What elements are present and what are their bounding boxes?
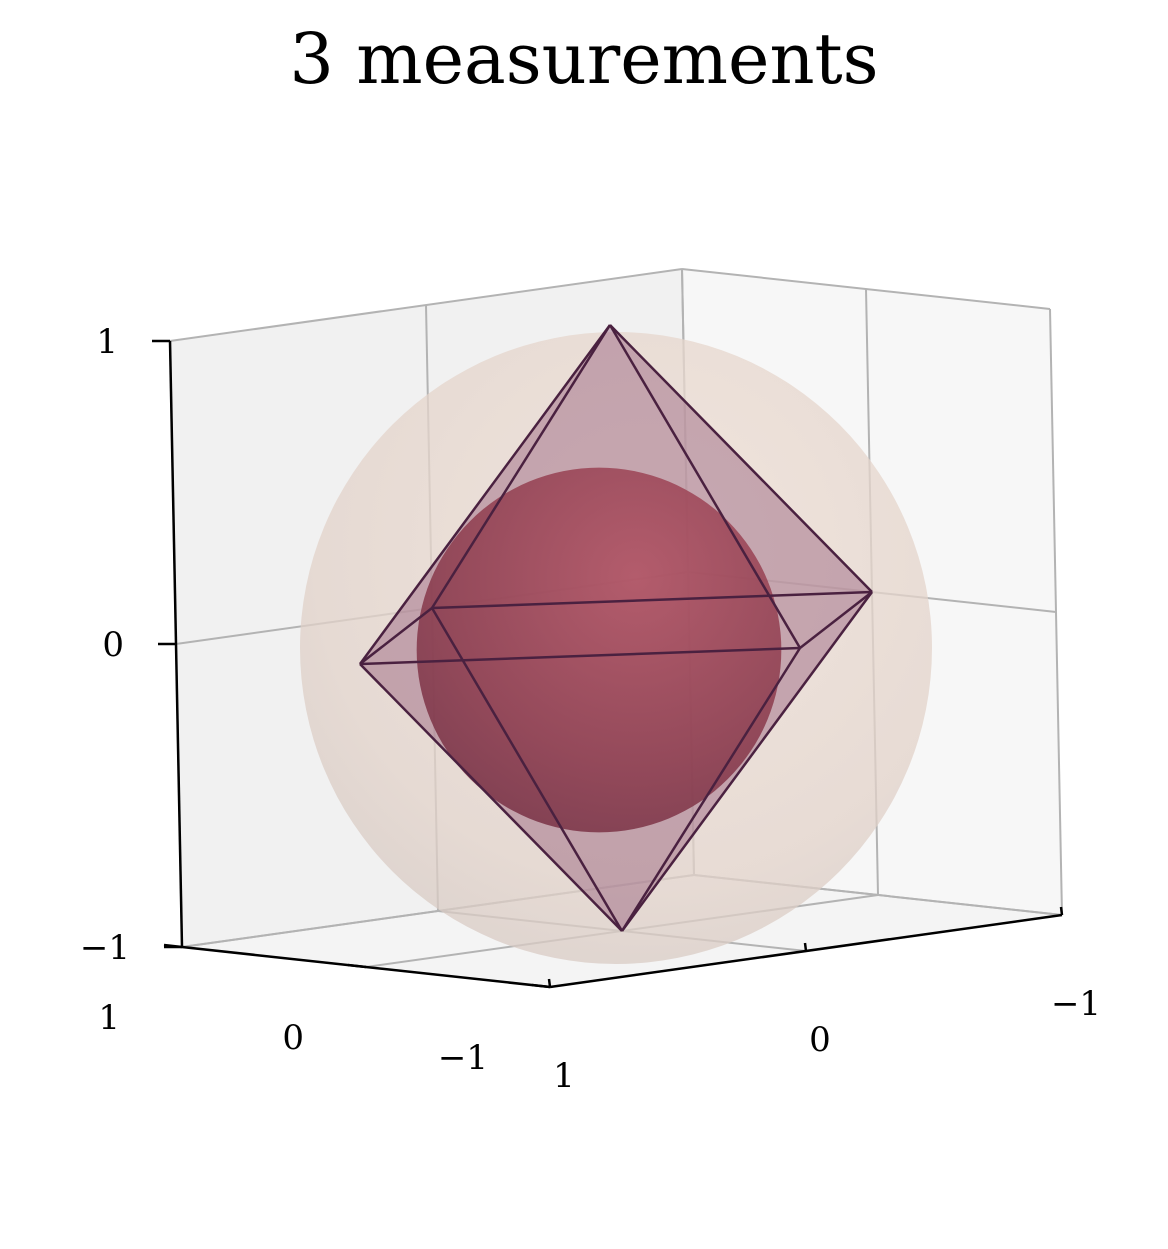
- octahedron-edge: [430, 607, 624, 932]
- y-tick-mark: [531, 983, 551, 989]
- inner-sphere: [416, 467, 782, 833]
- x-tick-label: −1: [1051, 984, 1101, 1024]
- octahedron-edge: [620, 591, 874, 932]
- x-tick-mark: [547, 978, 552, 988]
- shapes-layer: [300, 324, 932, 964]
- y-tick-label: 1: [98, 998, 120, 1038]
- octahedron-edge: [620, 647, 802, 932]
- octahedron-edge: [359, 646, 801, 666]
- octahedron-face: [610, 325, 872, 648]
- y-tick-label: 0: [282, 1018, 304, 1058]
- axes-lines: [152, 339, 1064, 989]
- z-tick-label: 1: [96, 322, 118, 362]
- grid-line: [1049, 308, 1063, 916]
- z-tick-label: 0: [102, 625, 124, 665]
- z-tick-label: −1: [80, 928, 130, 968]
- octahedron-edge: [609, 324, 873, 593]
- octahedron-edge: [358, 324, 612, 665]
- y-tick-label: −1: [438, 1038, 488, 1078]
- grid-line: [169, 268, 683, 342]
- x-tick-label: 0: [809, 1020, 831, 1060]
- tick-labels: 1 0 −1 −1 0 1 1 0 −1: [80, 322, 1101, 1096]
- x-tick-mark: [1059, 906, 1064, 916]
- octahedron-edge: [359, 607, 433, 665]
- y-tick-mark: [347, 963, 367, 969]
- x-tick-label: 1: [553, 1056, 575, 1096]
- octahedron-edge: [359, 663, 623, 932]
- chart-title: 3 measurements: [289, 18, 879, 100]
- octahedron-edge: [799, 591, 873, 649]
- octahedron-edge: [430, 324, 612, 609]
- octahedron-edge: [608, 324, 802, 649]
- x-tick-mark: [803, 942, 808, 952]
- octahedron-edge: [431, 590, 873, 610]
